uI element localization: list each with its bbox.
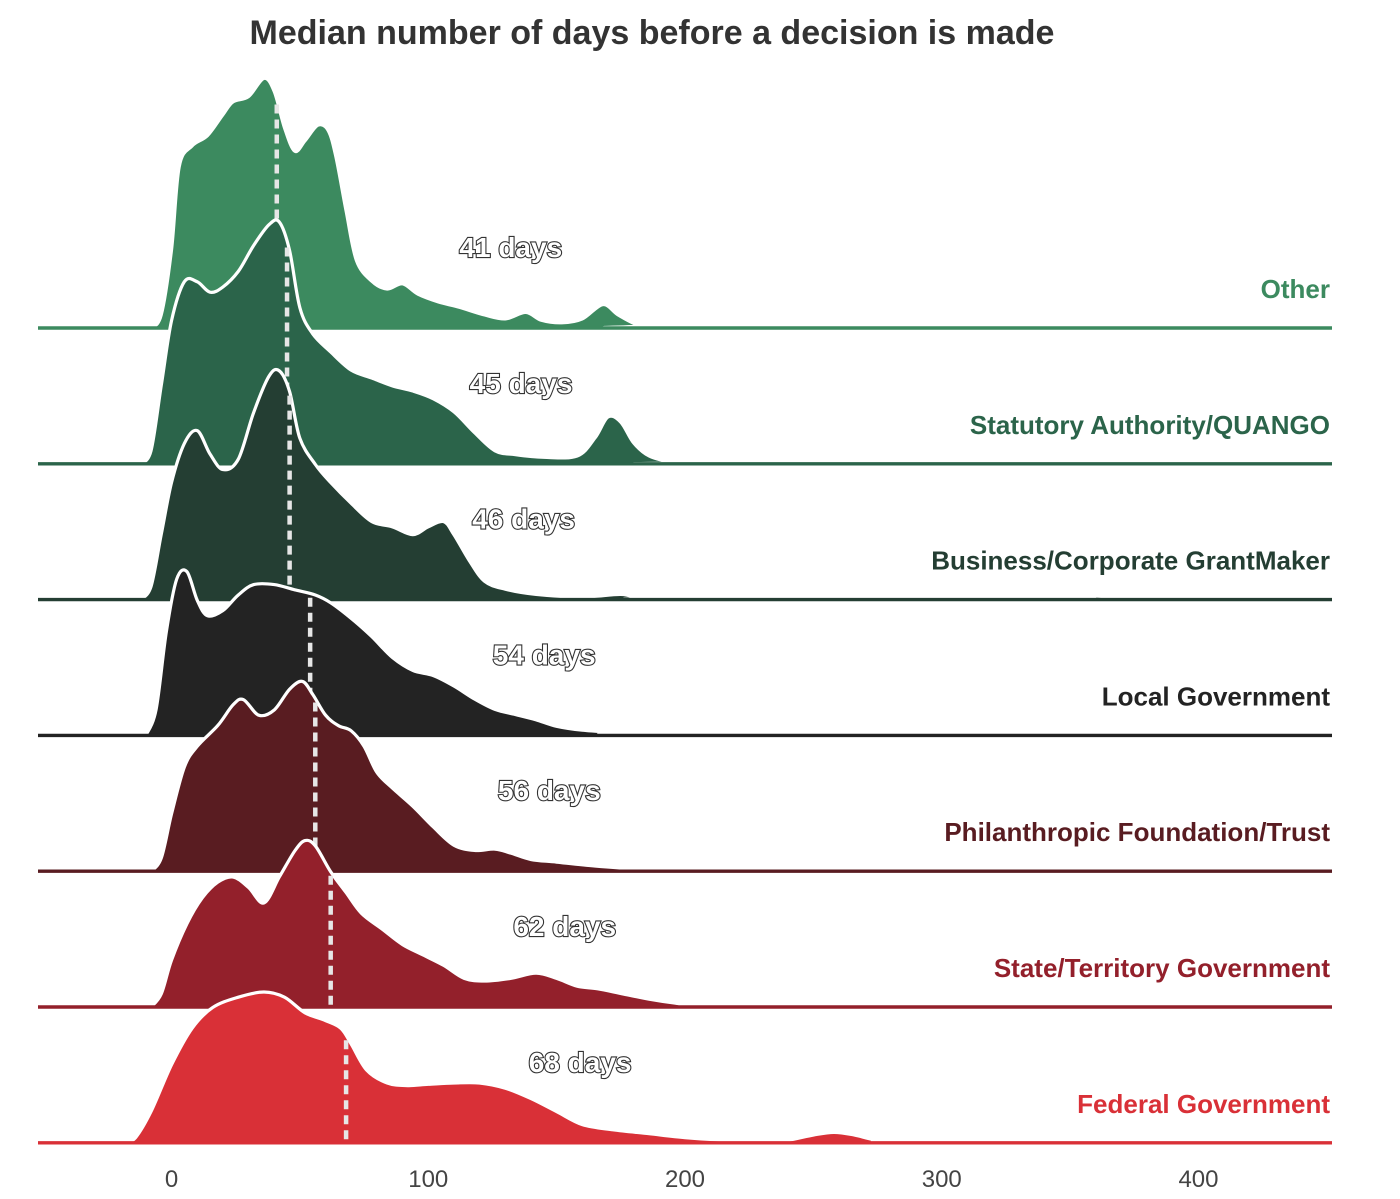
density-outline	[149, 76, 1333, 330]
ridge-4: 56 days Philanthropic Foundation/Trust	[38, 679, 1333, 873]
median-label: 56 days	[498, 775, 601, 806]
ridges-layer: 41 days Other 45 days Statutory Authority/Q…	[38, 76, 1333, 1145]
x-axis: 0 100 200 300 400	[165, 1166, 1219, 1193]
category-label: Philanthropic Foundation/Trust	[944, 817, 1330, 847]
x-tick-label: 400	[1178, 1166, 1218, 1193]
ridge-1: 45 days Statutory Authority/QUANGO	[38, 218, 1333, 466]
median-label: 41 days	[459, 232, 562, 263]
density-area	[125, 992, 1332, 1143]
density-area	[151, 840, 1332, 1008]
category-label: State/Territory Government	[994, 953, 1331, 983]
median-label: 45 days	[470, 368, 573, 399]
median-label: 62 days	[513, 911, 616, 942]
ridge-6: 68 days Federal Government	[38, 990, 1333, 1145]
density-area	[145, 569, 1332, 736]
median-label: 68 days	[529, 1047, 632, 1078]
category-label: Local Government	[1102, 681, 1331, 711]
median-label: 46 days	[472, 504, 575, 535]
density-outline	[149, 838, 1333, 1009]
chart-title: Median number of days before a decision …	[250, 14, 1055, 52]
x-tick-label: 100	[408, 1166, 448, 1193]
density-outline	[149, 679, 1333, 873]
median-label: 54 days	[493, 639, 596, 670]
density-outline	[144, 568, 1333, 738]
category-label: Other	[1261, 274, 1330, 304]
category-label: Federal Government	[1077, 1089, 1330, 1119]
density-outline	[124, 990, 1333, 1145]
category-label: Business/Corporate GrantMaker	[931, 546, 1330, 576]
density-outline	[139, 218, 1333, 466]
category-label: Statutory Authority/QUANGO	[970, 410, 1330, 440]
density-area	[151, 78, 1332, 329]
ridge-3: 54 days Local Government	[38, 568, 1333, 738]
density-area	[140, 369, 1333, 600]
x-tick-label: 200	[665, 1166, 705, 1193]
ridge-5: 62 days State/Territory Government	[38, 838, 1333, 1009]
x-tick-label: 300	[922, 1166, 962, 1193]
density-area	[151, 681, 1332, 872]
x-tick-label: 0	[165, 1166, 178, 1193]
